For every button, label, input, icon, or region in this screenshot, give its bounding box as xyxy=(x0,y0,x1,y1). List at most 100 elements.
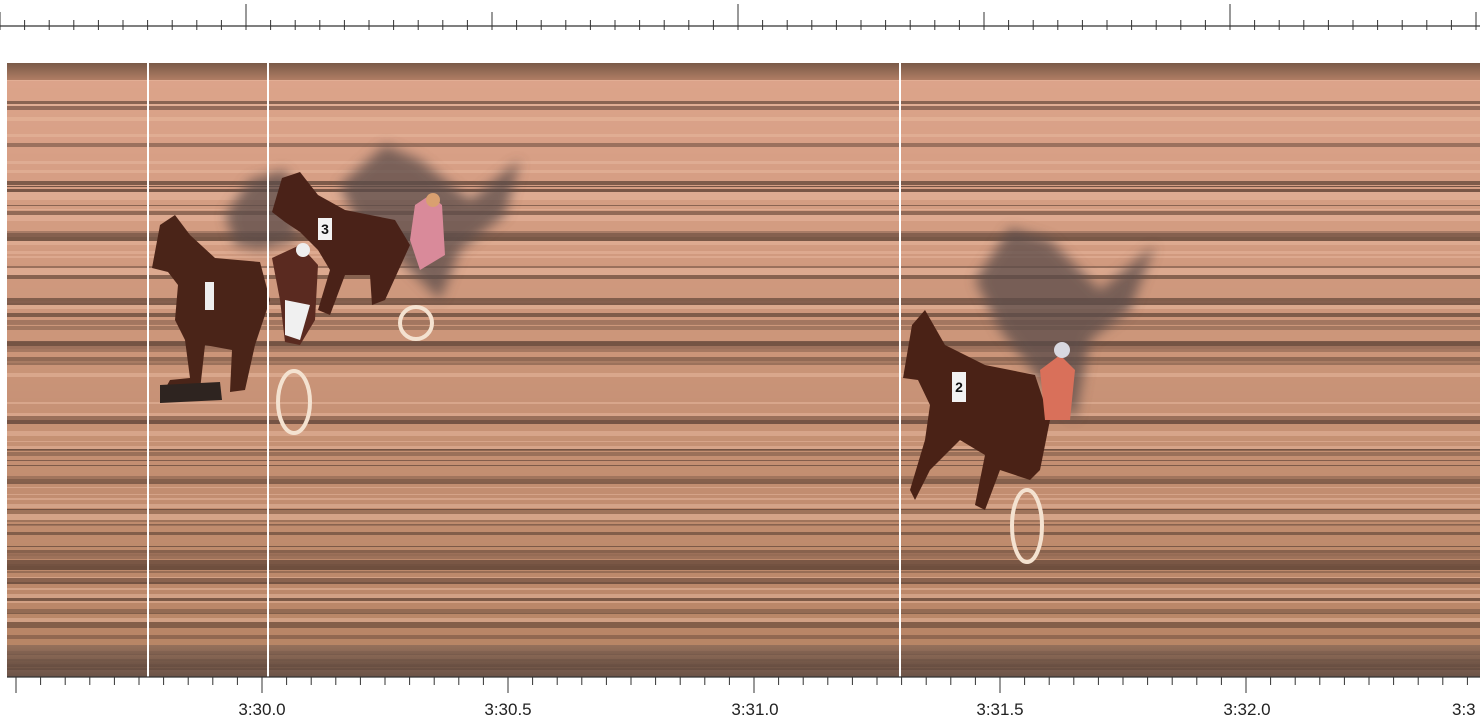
stripe xyxy=(7,436,1480,438)
stripe xyxy=(7,476,1480,479)
stripe xyxy=(7,261,1480,264)
stripe xyxy=(7,570,1480,571)
stripe xyxy=(7,433,1480,436)
stripe xyxy=(7,237,1480,241)
stripe xyxy=(7,325,1480,326)
stripe xyxy=(7,622,1480,626)
stripe xyxy=(7,510,1480,514)
stripe xyxy=(7,309,1480,313)
stripe xyxy=(7,416,1480,420)
stripe xyxy=(7,336,1480,339)
stripe xyxy=(7,577,1480,578)
stripe xyxy=(7,588,1480,590)
stripe xyxy=(7,123,1480,127)
stripe xyxy=(7,206,1480,207)
stripe xyxy=(7,249,1480,251)
stripe xyxy=(7,101,1480,104)
stripe xyxy=(7,264,1480,266)
stripe xyxy=(7,127,1480,128)
time-label: 3:30.5 xyxy=(484,700,531,719)
stripe xyxy=(7,189,1480,192)
stripe xyxy=(7,332,1480,336)
stripe xyxy=(7,280,1480,283)
horse: 3 xyxy=(272,172,445,341)
stripe xyxy=(7,449,1480,450)
stripe xyxy=(7,564,1480,566)
stripe xyxy=(7,525,1480,526)
stripe xyxy=(7,268,1480,272)
stripe xyxy=(7,632,1480,634)
stripe xyxy=(7,553,1480,554)
stripe xyxy=(7,167,1480,170)
stripe xyxy=(7,488,1480,489)
stripe xyxy=(7,462,1480,465)
stripe xyxy=(7,470,1480,473)
stripe xyxy=(7,452,1480,456)
stripe xyxy=(7,80,1480,81)
stripe xyxy=(7,391,1480,394)
stripe xyxy=(7,175,1480,177)
horse xyxy=(272,243,318,435)
stripe xyxy=(7,440,1480,441)
stripe xyxy=(7,398,1480,402)
stripe xyxy=(7,520,1480,522)
stripe xyxy=(7,634,1480,635)
stripe xyxy=(7,117,1480,121)
stripe xyxy=(7,482,1480,484)
stripe xyxy=(7,134,1480,137)
stripe xyxy=(7,298,1480,301)
stripe xyxy=(7,342,1480,346)
stripe xyxy=(7,341,1480,342)
stripe xyxy=(7,446,1480,449)
stripe xyxy=(7,121,1480,123)
stripe xyxy=(7,154,1480,156)
stripe xyxy=(7,245,1480,249)
stripe xyxy=(7,461,1480,462)
stripe xyxy=(7,303,1480,305)
stripe xyxy=(7,441,1480,442)
stripe xyxy=(7,141,1480,143)
stripe xyxy=(7,231,1480,233)
stripe xyxy=(7,384,1480,386)
stripe xyxy=(7,216,1480,219)
stripe xyxy=(7,209,1480,210)
stripe xyxy=(7,161,1480,162)
stripe xyxy=(7,571,1480,573)
stripe xyxy=(7,219,1480,220)
stripe xyxy=(7,147,1480,149)
stripe xyxy=(7,526,1480,527)
stripe xyxy=(7,628,1480,632)
stripe xyxy=(7,295,1480,297)
finish-lines xyxy=(147,63,901,677)
stripe xyxy=(7,450,1480,451)
stripe xyxy=(7,164,1480,167)
time-label: 3:30.0 xyxy=(238,700,285,719)
stripe xyxy=(7,357,1480,361)
stripe xyxy=(7,173,1480,175)
stripe xyxy=(7,215,1480,216)
stripe xyxy=(7,582,1480,584)
stripe xyxy=(7,179,1480,181)
stripe xyxy=(7,598,1480,601)
stripe xyxy=(7,283,1480,287)
stripe xyxy=(7,388,1480,391)
stripe xyxy=(7,330,1480,331)
stripe xyxy=(7,324,1480,325)
stripe xyxy=(7,546,1480,547)
stripe xyxy=(7,500,1480,504)
stripe xyxy=(7,83,1480,86)
stripe xyxy=(7,554,1480,556)
bib-number: 2 xyxy=(955,379,963,395)
track-stripes xyxy=(7,80,1480,670)
stripe xyxy=(7,559,1480,560)
time-label: 3:31.0 xyxy=(731,700,778,719)
stripe xyxy=(7,618,1480,622)
stripe xyxy=(7,473,1480,476)
stripe xyxy=(7,200,1480,204)
stripe xyxy=(7,354,1480,357)
stripe xyxy=(7,603,1480,604)
stripe xyxy=(7,205,1480,206)
stripe xyxy=(7,514,1480,516)
stripe xyxy=(7,404,1480,408)
